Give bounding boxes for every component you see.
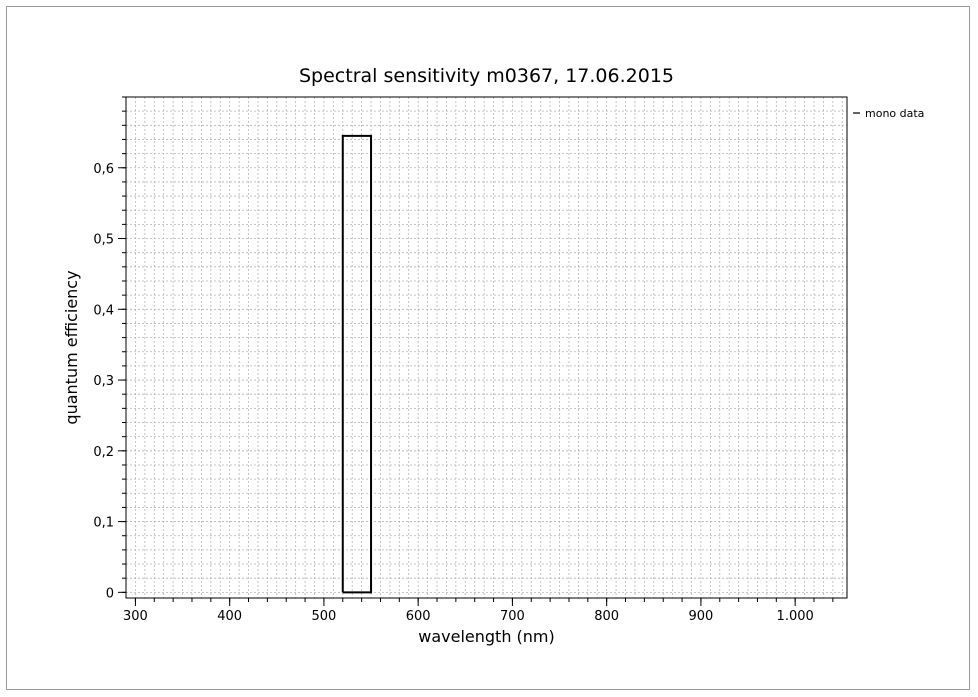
y-axis-title: quantum efficiency [62,270,81,424]
chart-frame: 300 400 500 600 700 800 900 1.000 0 0,1 0,2 0,3 0,4 0… [6,6,970,690]
y-tick-label: 0 [106,586,114,601]
plot-area [125,96,848,599]
x-tick-label: 400 [217,609,242,624]
x-tick-label: 900 [689,609,714,624]
chart-svg: 300 400 500 600 700 800 900 1.000 0 0,1 0,2 0,3 0,4 0… [62,65,924,646]
grid-layer [125,96,847,598]
x-tick-label: 600 [406,609,431,624]
y-tick-label: 0,6 [93,162,114,177]
y-tick-label: 0,5 [93,233,114,248]
legend: mono data [853,107,924,120]
series-line [341,134,373,594]
y-tick-label: 0,1 [93,516,114,531]
x-tick-label: 800 [594,609,619,624]
y-tick-label: 0,4 [93,303,114,318]
chart-title: Spectral sensitivity m0367, 17.06.2015 [299,65,674,87]
x-tick-label: 1.000 [777,609,814,624]
series-layer [341,134,373,594]
y-tick-label: 0,3 [93,374,114,389]
y-tick-label: 0,2 [93,445,114,460]
x-tick-label: 700 [500,609,525,624]
x-axis-title: wavelength (nm) [418,627,555,646]
ticks-layer: 300 400 500 600 700 800 900 1.000 0 0,1 0,2 0,3 0,4 0… [93,96,834,624]
x-tick-label: 300 [123,609,148,624]
x-tick-label: 500 [312,609,337,624]
legend-label: mono data [865,107,924,120]
